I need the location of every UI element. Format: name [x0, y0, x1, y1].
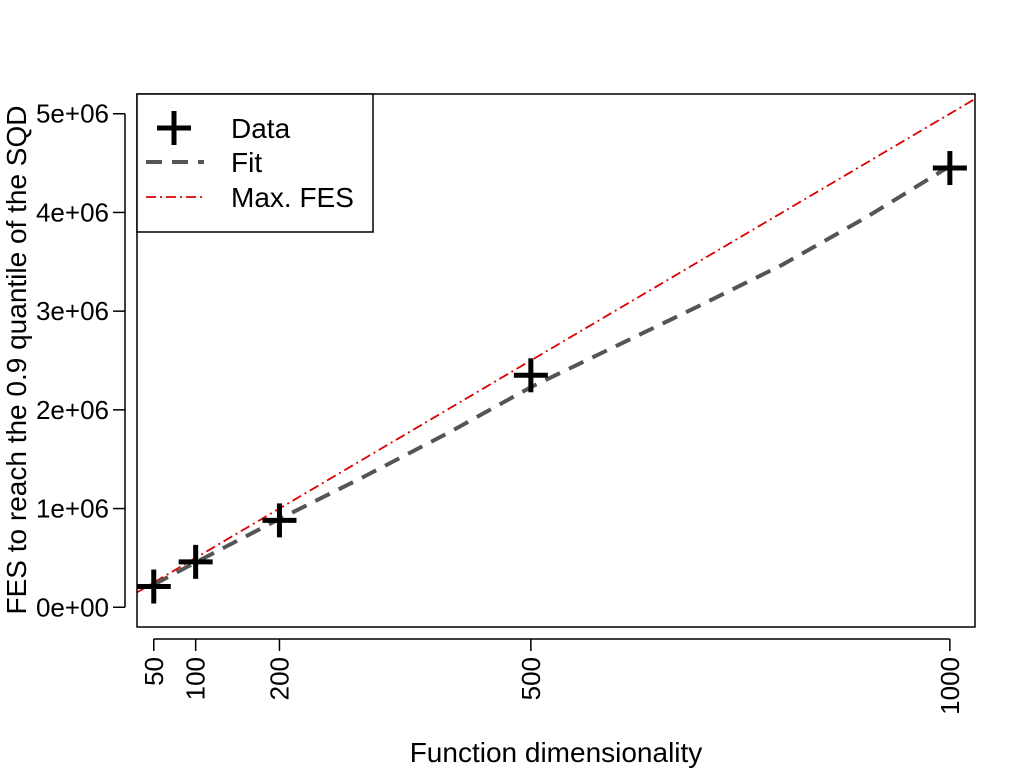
y-tick-label: 0e+00 [36, 592, 109, 622]
data-point [513, 358, 548, 393]
y-axis: 0e+00 1e+06 2e+06 3e+06 4e+06 5e+06 [36, 99, 126, 622]
x-tick-label: 100 [181, 657, 211, 700]
y-tick-label: 3e+06 [36, 296, 109, 326]
legend-entry: Max. FES [146, 182, 354, 213]
y-tick-label: 1e+06 [36, 494, 109, 524]
plot-area [136, 97, 975, 604]
x-tick-label: 200 [265, 657, 295, 700]
x-tick-label: 500 [516, 657, 546, 700]
x-tick-label: 1000 [935, 657, 965, 715]
legend-label: Data [231, 113, 291, 144]
legend-entry: Data [157, 111, 291, 145]
legend-label: Max. FES [231, 182, 354, 213]
legend-label: Fit [231, 147, 262, 178]
series-line-max-fes [137, 97, 975, 594]
data-point [932, 151, 967, 186]
legend-marker-plus [157, 111, 191, 145]
y-tick-label: 4e+06 [36, 197, 109, 227]
plot-frame [136, 93, 976, 628]
data-point [136, 569, 171, 604]
legend-entry: Fit [146, 147, 262, 178]
x-axis-title: Function dimensionality [410, 737, 703, 768]
y-tick-label: 5e+06 [36, 99, 109, 129]
y-tick-label: 2e+06 [36, 395, 109, 425]
y-axis-title: FES to reach the 0.9 quantile of the SQD [1, 106, 32, 615]
data-point [178, 544, 213, 579]
data-point [262, 503, 297, 538]
x-tick-label: 50 [139, 657, 169, 686]
x-axis: 50 100 200 500 1000 [139, 638, 965, 715]
